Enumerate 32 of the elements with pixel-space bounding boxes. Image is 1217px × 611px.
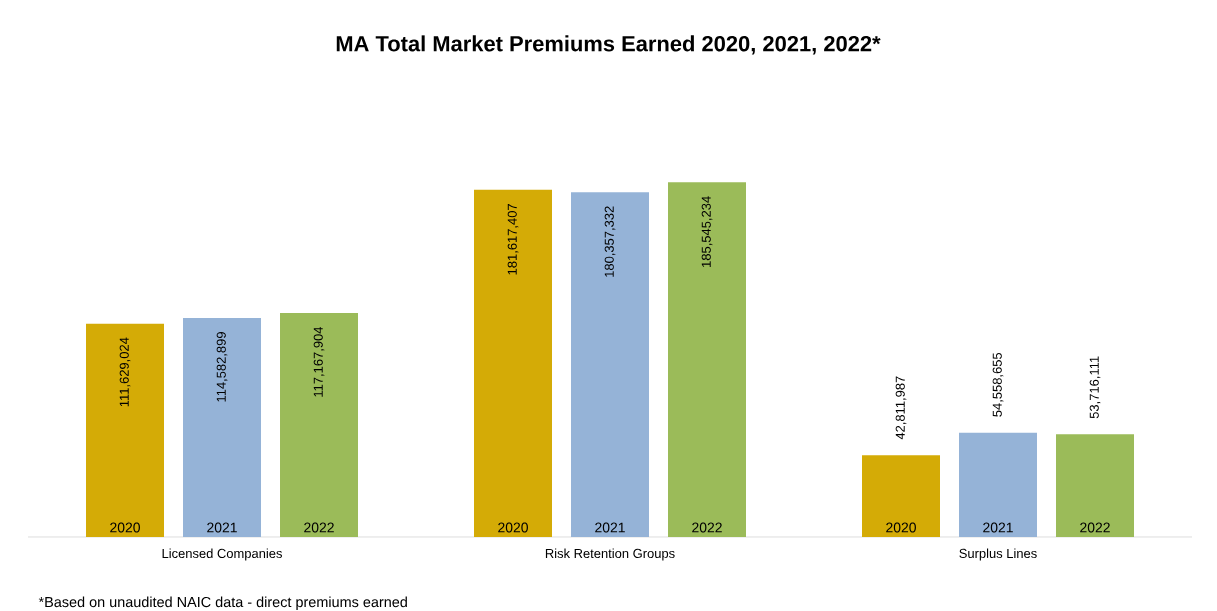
text: 2021 <box>983 522 1013 533</box>
chart-title: MA Total Market Premiums Earned 2020, 2021, 2022* <box>336 35 881 55</box>
bar <box>571 192 649 537</box>
x-tick-label: Licensed Companies <box>162 548 282 561</box>
data-label: 185,545,234 <box>701 196 713 267</box>
text: 2021 <box>595 522 625 533</box>
series-label: 2021 <box>207 522 237 533</box>
series-label: 2020 <box>110 522 140 533</box>
data-label: 42,811,987 <box>895 376 907 440</box>
data-label: 111,629,024 <box>119 337 131 407</box>
data-label: 181,617,407 <box>507 204 519 275</box>
x-tick-label: Risk Retention Groups <box>545 548 675 561</box>
data-label: 53,716,111 <box>1089 356 1101 419</box>
bar <box>862 455 940 537</box>
x-tick-label: Surplus Lines <box>959 548 1037 561</box>
data-label: 114,582,899 <box>216 332 228 402</box>
bar <box>668 182 746 537</box>
bar <box>959 432 1037 537</box>
data-label: 117,167,904 <box>313 326 325 397</box>
text: *Based on unaudited NAIC data - direct premiums earned <box>38 596 407 610</box>
bar <box>1056 434 1134 537</box>
bar <box>474 189 553 537</box>
text: 2020 <box>498 522 528 533</box>
series-label: 2022 <box>304 522 334 533</box>
text: 2022 <box>692 522 722 533</box>
text: 2020 <box>886 522 916 533</box>
data-label: 180,357,332 <box>604 206 616 277</box>
data-label: 54,558,655 <box>992 352 1004 417</box>
bar <box>280 313 359 537</box>
text: 2022 <box>1080 522 1110 533</box>
bar <box>86 323 165 537</box>
bar <box>183 317 262 537</box>
